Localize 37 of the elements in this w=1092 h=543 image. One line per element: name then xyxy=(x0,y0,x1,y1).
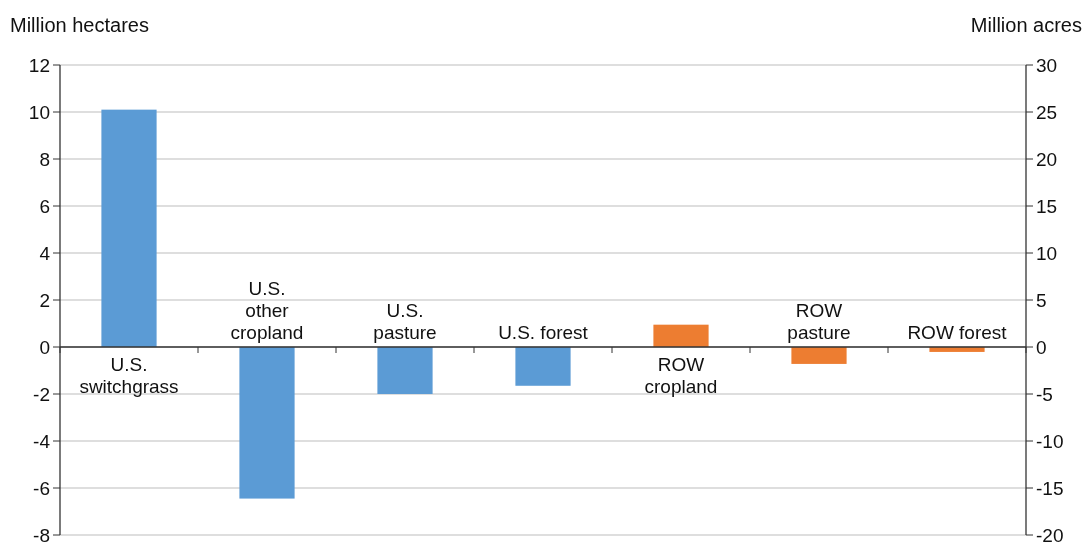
y2-tick-label: 5 xyxy=(1036,289,1047,311)
y2-tick-label: 15 xyxy=(1036,195,1058,217)
y2-tick-label: 0 xyxy=(1036,336,1047,358)
x-tick-label: ROW cropland xyxy=(644,354,718,397)
x-tick-label: ROW pasture xyxy=(787,300,851,343)
y2-axis-title: Million acres xyxy=(970,14,1082,36)
x-tick-label: U.S. pasture xyxy=(373,300,437,343)
y-tick-label: 0 xyxy=(39,336,50,358)
y2-tick-label: -15 xyxy=(1036,477,1064,499)
y2-tick-label: 25 xyxy=(1036,101,1058,123)
bar xyxy=(101,109,157,347)
y-tick-label: 2 xyxy=(39,289,50,311)
x-tick-label: U.S. other cropland xyxy=(230,278,304,343)
y-tick-label: 12 xyxy=(28,54,50,76)
y-tick-label: -6 xyxy=(33,477,50,499)
y-tick-label: 4 xyxy=(39,242,51,264)
y-tick-label: 8 xyxy=(39,148,50,170)
y2-tick-label: -10 xyxy=(1036,430,1064,452)
y2-tick-label: -5 xyxy=(1036,383,1053,405)
bar xyxy=(791,347,847,364)
bar xyxy=(377,347,433,394)
x-tick-label: ROW forest xyxy=(907,322,1008,343)
bar xyxy=(653,324,709,347)
x-tick-label: U.S. forest xyxy=(498,322,589,343)
bar xyxy=(239,347,295,499)
y-tick-label: -4 xyxy=(33,430,51,452)
y2-tick-label: -20 xyxy=(1036,524,1064,543)
y2-tick-label: 20 xyxy=(1036,148,1058,170)
y-tick-label: 10 xyxy=(28,101,50,123)
y-tick-label: 6 xyxy=(39,195,50,217)
y2-tick-label: 10 xyxy=(1036,242,1058,264)
y-tick-label: -2 xyxy=(33,383,50,405)
x-tick-label: U.S. switchgrass xyxy=(79,354,179,397)
y2-tick-label: 30 xyxy=(1036,54,1058,76)
bar xyxy=(515,347,571,386)
y-axis-title: Million hectares xyxy=(10,14,149,36)
y-tick-label: -8 xyxy=(33,524,50,543)
